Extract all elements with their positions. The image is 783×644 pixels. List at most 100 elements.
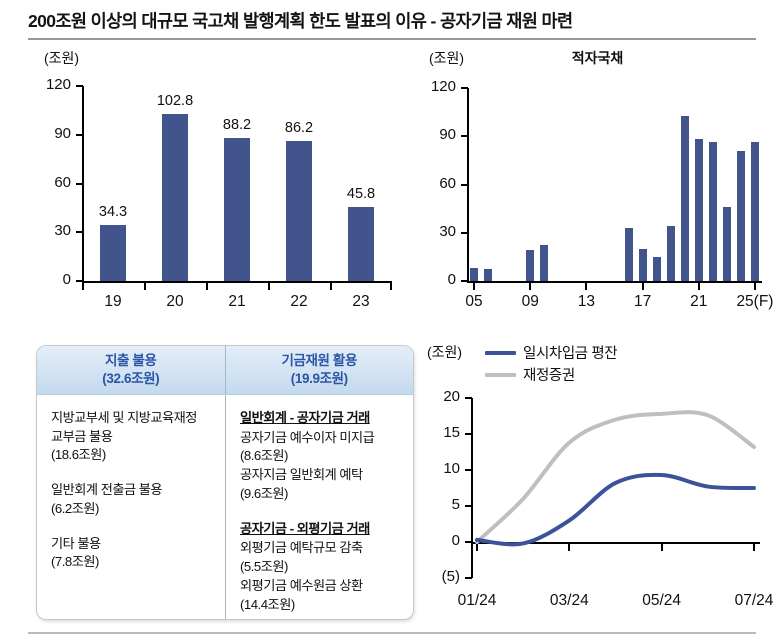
right-chart-y-tick bbox=[461, 183, 468, 186]
left-chart-y-tick bbox=[76, 182, 83, 185]
table-block-heading: 일반회계 - 공자기금 거래 bbox=[240, 410, 370, 425]
right-bar-chart: (조원) 적자국채 0 30 60 90 120 05 09 13 17 21 25(F) bbox=[425, 48, 773, 333]
right-chart-x-tick bbox=[473, 283, 476, 290]
table-header-cell-fund: 기금재원 활용 (19.9조원) bbox=[224, 346, 414, 394]
table-block-line: 공자지금 일반회계 예탁 bbox=[240, 467, 363, 483]
right-chart-x-tick-label: 05 bbox=[465, 293, 483, 310]
table-header-cell-expenditure: 지출 불용 (32.6조원) bbox=[37, 346, 225, 394]
page-title-text: 200조원 이상의 대규모 국고채 발행계획 한도 발표의 이유 - 공자기금 … bbox=[28, 11, 573, 31]
right-chart-y-tick-label: 30 bbox=[439, 222, 456, 240]
footer-divider bbox=[28, 632, 756, 634]
line-chart-x-tick-label: 03/24 bbox=[549, 592, 589, 609]
right-chart-unit-label: (조원) bbox=[429, 50, 465, 66]
table-block-line: 외평기금 예탁규모 감축 bbox=[240, 540, 363, 556]
left-chart-y-tick bbox=[76, 85, 83, 87]
right-chart-y-tick bbox=[461, 135, 468, 138]
left-chart-bar-value: 45.8 bbox=[346, 185, 376, 202]
line-chart-x-tick-label: 05/24 bbox=[642, 592, 682, 609]
right-chart-x-tick-label: 09 bbox=[521, 293, 539, 310]
right-chart-x-tick bbox=[641, 283, 644, 290]
right-chart-x-tick bbox=[529, 283, 532, 290]
line-chart-y-tick bbox=[465, 433, 472, 435]
left-chart-x-tick bbox=[268, 283, 270, 290]
line-chart-y-axis bbox=[471, 398, 473, 578]
right-chart-bar bbox=[540, 244, 549, 281]
table-block: 일반회계 전출금 불용 (6.2조원) bbox=[51, 481, 213, 518]
line-chart-y-tick bbox=[465, 577, 472, 579]
line-series-temporary-borrowing bbox=[475, 472, 756, 547]
line-chart-x-axis bbox=[471, 542, 760, 544]
left-chart-bar bbox=[100, 225, 126, 281]
right-chart-x-tick-label: 17 bbox=[633, 293, 652, 310]
table-block-line: (5.5조원) bbox=[240, 559, 288, 575]
line-chart-y-tick bbox=[465, 397, 472, 399]
right-chart-title: 적자국채 bbox=[571, 50, 624, 66]
right-chart-x-tick-label: 13 bbox=[577, 293, 596, 310]
right-chart-bar bbox=[722, 207, 731, 281]
line-chart-y-tick-label: 5 bbox=[451, 496, 460, 513]
left-chart-y-axis bbox=[82, 86, 84, 281]
left-chart-x-tick bbox=[144, 283, 146, 290]
line-chart-y-tick bbox=[465, 469, 472, 471]
line-chart-plot bbox=[475, 410, 756, 547]
left-chart-y-tick bbox=[76, 231, 83, 234]
table-block-line: (8.6조원) bbox=[240, 448, 288, 464]
right-chart-y-tick bbox=[461, 87, 468, 89]
legend-label: 일시차입금 평잔 bbox=[523, 346, 618, 362]
table-block-line: (6.2조원) bbox=[51, 500, 99, 516]
left-chart-bar-value: 88.2 bbox=[222, 116, 252, 133]
right-chart-x-tick bbox=[585, 283, 588, 290]
left-chart-y-tick-label: 60 bbox=[54, 173, 71, 191]
legend-swatch-blue bbox=[485, 350, 516, 355]
table-header-title-expenditure: 지출 불용 bbox=[105, 352, 157, 368]
right-chart-bar bbox=[526, 249, 535, 281]
line-chart-x-tick-label: 07/24 bbox=[734, 592, 774, 609]
line-chart-legend-item: 일시차입금 평잔 bbox=[485, 342, 618, 363]
left-chart-unit-label: (조원) bbox=[44, 50, 80, 66]
left-chart-x-tick-label: 20 bbox=[166, 293, 184, 310]
right-chart-y-tick bbox=[461, 280, 468, 282]
left-chart-x-tick bbox=[330, 283, 332, 290]
right-chart-bar bbox=[680, 115, 689, 281]
right-chart-y-tick-label: 60 bbox=[439, 174, 456, 192]
right-chart-bar bbox=[470, 268, 479, 281]
summary-table-header: 지출 불용 (32.6조원) 기금재원 활용 (19.9조원) bbox=[37, 346, 413, 395]
left-chart-bar-value: 34.3 bbox=[98, 204, 128, 221]
right-chart-x-tick-label: 21 bbox=[690, 293, 708, 310]
table-block: 지방교부세 및 지방교육재정 교부금 불용 (18.6조원) bbox=[51, 409, 213, 465]
left-chart-bar bbox=[286, 140, 312, 281]
table-block-line: 기타 불용 bbox=[51, 535, 101, 551]
right-chart-bar bbox=[750, 141, 759, 281]
right-chart-y-tick-label: 0 bbox=[447, 271, 456, 288]
line-series-financing-bills bbox=[475, 410, 756, 544]
line-chart-x-tick bbox=[660, 544, 663, 551]
line-chart-x-tick bbox=[568, 544, 571, 551]
title-divider bbox=[28, 38, 756, 40]
left-chart-bar-value: 102.8 bbox=[156, 92, 194, 109]
right-chart-x-tick-label: 25(F) bbox=[736, 293, 774, 310]
right-chart-y-tick-label: 90 bbox=[439, 126, 456, 144]
left-chart-x-tick-label: 23 bbox=[352, 293, 370, 310]
left-chart-bar bbox=[348, 206, 374, 281]
line-chart-y-tick-label: 10 bbox=[443, 460, 460, 477]
left-chart-x-tick bbox=[390, 283, 392, 290]
line-chart-y-tick-label: 15 bbox=[443, 424, 460, 441]
left-chart-bar bbox=[224, 137, 250, 281]
left-chart-y-tick-label: 120 bbox=[45, 76, 71, 93]
left-chart-x-tick-label: 21 bbox=[228, 293, 246, 310]
line-chart-y-tick-label: 20 bbox=[443, 388, 460, 405]
left-chart-y-tick bbox=[76, 133, 83, 136]
table-column-expenditure: 지방교부세 및 지방교육재정 교부금 불용 (18.6조원) 일반회계 전출금 불용 (… bbox=[37, 395, 225, 619]
table-header-amount-fund: (19.9조원) bbox=[290, 371, 348, 386]
left-chart-x-tick bbox=[82, 283, 84, 290]
line-chart-x-tick bbox=[476, 544, 478, 551]
page-title: 200조원 이상의 대규모 국고채 발행계획 한도 발표의 이유 - 공자기금 … bbox=[28, 8, 758, 33]
legend-label: 재정증권 bbox=[523, 368, 575, 384]
table-block: 기타 불용 (7.8조원) bbox=[51, 535, 213, 572]
table-block-line: 일반회계 전출금 불용 bbox=[51, 482, 163, 498]
right-chart-bar bbox=[666, 225, 675, 281]
left-chart-bar bbox=[162, 113, 188, 281]
right-chart-x-axis bbox=[467, 281, 762, 283]
left-chart-y-tick-label: 30 bbox=[54, 222, 71, 240]
